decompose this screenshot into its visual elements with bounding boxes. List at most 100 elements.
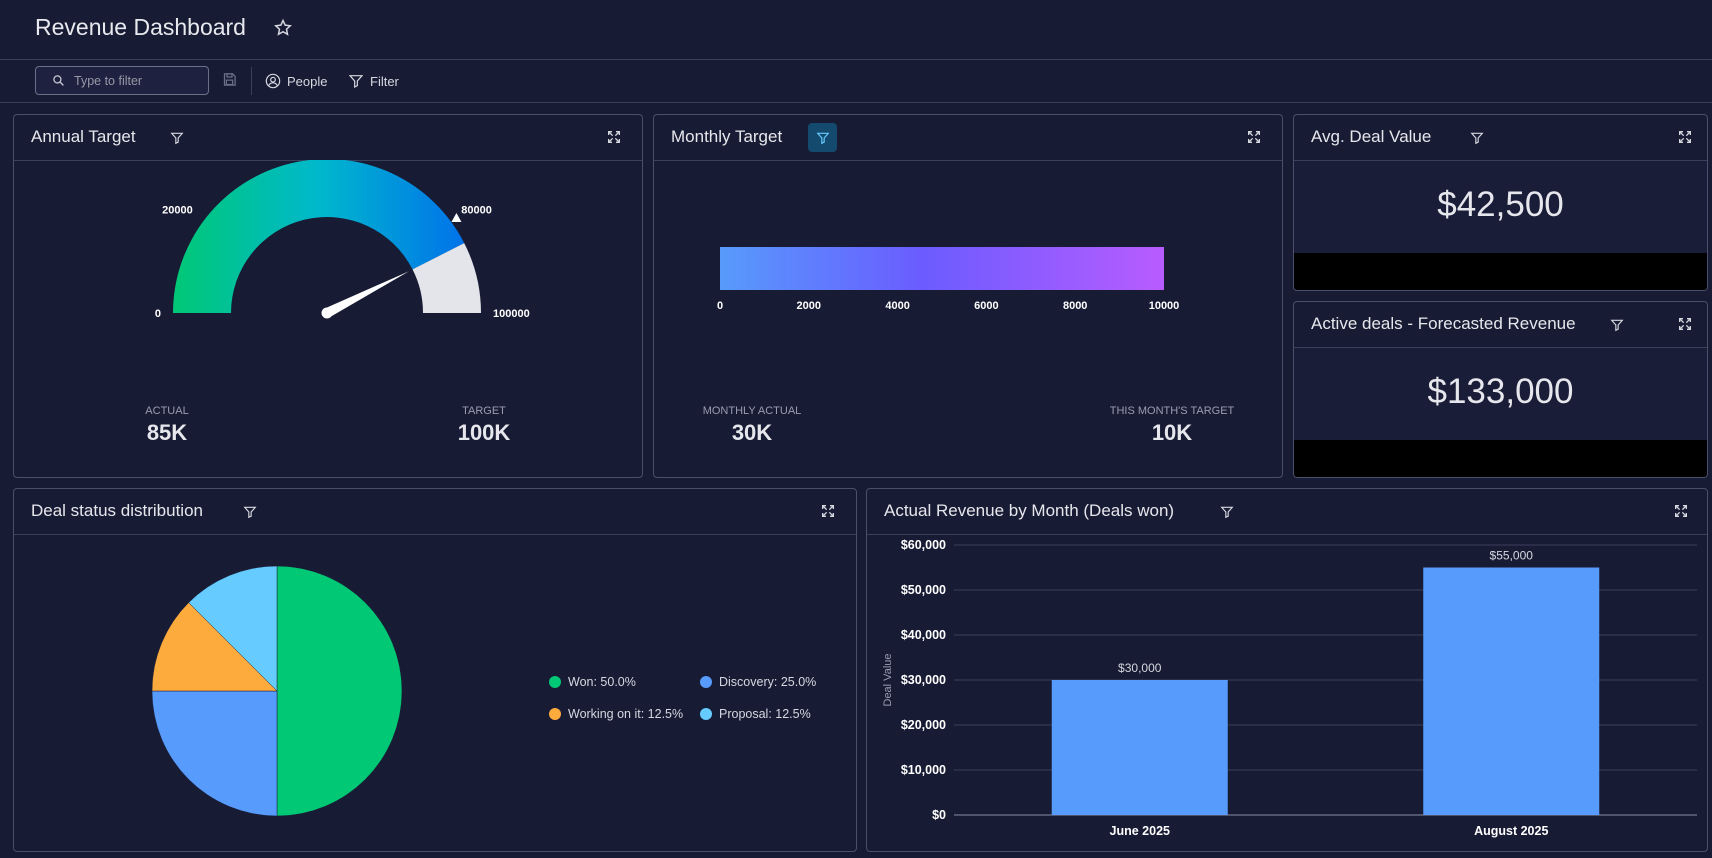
gauge-tick-label: 80000	[461, 204, 492, 216]
monthly-actual-value: 30K	[731, 420, 773, 445]
gauge-target-marker	[451, 212, 462, 222]
search-input[interactable]	[72, 70, 204, 92]
legend-dot	[549, 708, 561, 720]
pie-slice-won	[276, 565, 403, 817]
toolbar-divider	[251, 67, 252, 95]
search-icon	[53, 75, 64, 86]
page-title: Revenue Dashboard	[35, 14, 246, 40]
widget-title: Deal status distribution	[31, 501, 203, 520]
widget-title: Annual Target	[31, 127, 136, 146]
monthly-tick-label: 10000	[1149, 300, 1180, 312]
legend-item-discovery[interactable]: Discovery: 25.0%	[700, 675, 816, 689]
gauge-chart: 020000400006000080000100000	[155, 160, 530, 320]
legend-dot	[700, 708, 712, 720]
gauge-tick-label: 20000	[162, 204, 193, 216]
y-tick-label: $30,000	[901, 673, 946, 687]
bar-value-label: $30,000	[1118, 661, 1162, 675]
y-tick-label: $20,000	[901, 718, 946, 732]
legend-label: Working on it: 12.5%	[568, 707, 684, 721]
filter-label: Filter	[370, 73, 399, 89]
expand-icon[interactable]	[1246, 129, 1262, 145]
gauge-tick-label: 0	[155, 308, 161, 320]
dashboard-header: Revenue Dashboard	[0, 0, 1712, 60]
legend-item-won[interactable]: Won: 50.0%	[549, 675, 636, 689]
widget-title: Avg. Deal Value	[1311, 127, 1432, 146]
legend-label: Won: 50.0%	[568, 675, 636, 689]
widget-title: Monthly Target	[671, 127, 783, 146]
filter-icon[interactable]	[1216, 501, 1238, 523]
monthly-tick-label: 0	[717, 300, 723, 312]
legend-item-proposal[interactable]: Proposal: 12.5%	[700, 707, 811, 721]
deal-status-widget: Deal status distribution Won: 50.0% Disc…	[13, 488, 857, 852]
pie-chart	[151, 565, 403, 817]
filter-icon[interactable]	[1466, 127, 1488, 149]
target-value: 100K	[457, 420, 511, 445]
filter-icon[interactable]	[808, 123, 837, 152]
panel-footer	[1294, 440, 1707, 477]
filter-icon	[348, 75, 364, 88]
gauge-needle	[324, 271, 409, 318]
target-label: TARGET	[462, 405, 506, 417]
number-panel	[1294, 161, 1707, 253]
revenue-by-month-widget: Actual Revenue by Month (Deals won) $0 $1…	[866, 488, 1708, 852]
gauge-actual-band	[173, 160, 465, 313]
y-tick-label: $50,000	[901, 583, 946, 597]
expand-icon[interactable]	[1677, 129, 1693, 145]
month-target-value: 10K	[1151, 420, 1193, 445]
widget-title: Actual Revenue by Month (Deals won)	[884, 501, 1175, 520]
gauge-needle-hub	[321, 307, 333, 319]
monthly-tick-label: 6000	[974, 300, 998, 312]
avg-deal-value-widget: Avg. Deal Value $42,500	[1293, 114, 1708, 291]
actual-label: ACTUAL	[145, 405, 189, 417]
monthly-target-widget: Monthly Target 0 2000 4000 6000 8000 10000 MO…	[653, 114, 1283, 478]
save-icon[interactable]	[222, 72, 237, 87]
toolbar: People Filter	[0, 60, 1712, 103]
widget-title: Active deals - Forecasted Revenue	[1311, 314, 1576, 333]
monthly-bar-chart: 0 2000 4000 6000 8000 10000	[717, 247, 1180, 312]
star-icon[interactable]	[273, 18, 293, 38]
people-label: People	[287, 73, 328, 89]
y-axis-label: Deal Value	[882, 654, 894, 707]
gauge-remaining-band	[412, 243, 481, 313]
monthly-actual-bar	[720, 247, 1164, 290]
y-tick-label: $60,000	[901, 538, 946, 552]
person-icon	[265, 73, 281, 89]
y-tick-label: $10,000	[901, 763, 946, 777]
revenue-bar-chart: $0 $10,000 $20,000 $30,000 $40,000 $50,000 $60…	[882, 538, 1697, 838]
people-button[interactable]: People	[265, 70, 327, 92]
monthly-tick-label: 2000	[797, 300, 821, 312]
y-tick-label: $40,000	[901, 628, 946, 642]
y-tick-label: $0	[932, 808, 946, 822]
monthly-tick-label: 8000	[1063, 300, 1087, 312]
legend-label: Proposal: 12.5%	[719, 707, 811, 721]
forecasted-revenue-value: $133,000	[1427, 372, 1574, 411]
panel-footer	[1294, 253, 1707, 290]
legend-label: Discovery: 25.0%	[719, 675, 817, 689]
search-box[interactable]	[35, 66, 209, 95]
active-deals-widget: Active deals - Forecasted Revenue $133,0…	[1293, 301, 1708, 478]
expand-icon[interactable]	[820, 503, 836, 519]
annual-target-widget: Annual Target 02000040000600008000010000…	[13, 114, 643, 478]
bar-value-label: $55,000	[1490, 549, 1534, 563]
legend-dot	[549, 676, 561, 688]
legend-item-working-on-it[interactable]: Working on it: 12.5%	[549, 707, 683, 721]
monthly-actual-label: MONTHLY ACTUAL	[702, 405, 802, 417]
filter-icon[interactable]	[166, 127, 188, 149]
x-tick-label: August 2025	[1474, 824, 1548, 838]
avg-deal-value: $42,500	[1437, 185, 1564, 224]
expand-icon[interactable]	[606, 129, 622, 145]
filter-button[interactable]: Filter	[348, 70, 399, 92]
number-panel	[1294, 348, 1707, 440]
filter-icon[interactable]	[1606, 314, 1628, 336]
filter-icon[interactable]	[239, 501, 261, 523]
month-target-label: THIS MONTH'S TARGET	[1109, 405, 1235, 417]
expand-icon[interactable]	[1673, 503, 1689, 519]
revenue-bar	[1051, 680, 1228, 815]
expand-icon[interactable]	[1677, 316, 1693, 332]
pie-slice-working-on-it	[151, 602, 278, 692]
monthly-tick-label: 4000	[885, 300, 909, 312]
actual-value: 85K	[146, 420, 188, 445]
revenue-bar	[1423, 567, 1600, 815]
legend-dot	[700, 676, 712, 688]
pie-slice-proposal	[188, 565, 278, 692]
